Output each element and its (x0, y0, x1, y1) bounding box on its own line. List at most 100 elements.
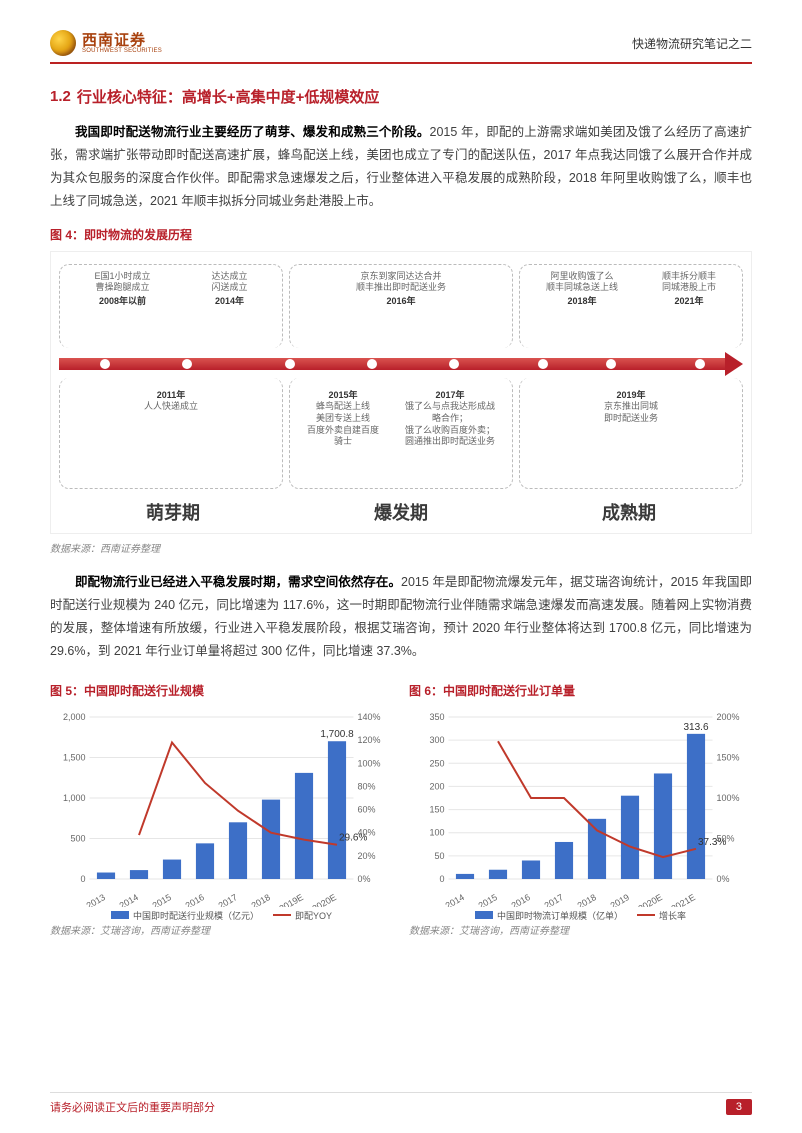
svg-text:100%: 100% (358, 758, 381, 768)
svg-text:120%: 120% (358, 735, 381, 745)
timeline-group-bottom: 2015年蜂鸟配送上线美团专送上线百度外卖自建百度骑士 2017年饿了么与点我达形… (289, 378, 513, 489)
phase-label: 萌芽期 (146, 499, 200, 525)
svg-text:2018: 2018 (250, 892, 272, 907)
footer-note: 请务必阅读正文后的重要声明部分 (50, 1099, 215, 1115)
svg-text:0%: 0% (717, 874, 730, 884)
svg-text:0: 0 (80, 874, 85, 884)
charts-row: 图 5：中国即时配送行业规模 05001,0001,5002,0000%20%4… (50, 676, 752, 953)
timeline-arrow (59, 352, 743, 374)
page-header: 西南证券 SOUTHWEST SECURITIES 快递物流研究笔记之二 (50, 30, 752, 64)
timeline-dot (100, 359, 110, 369)
svg-text:100: 100 (429, 827, 444, 837)
svg-text:2015: 2015 (477, 892, 499, 907)
timeline-event: 2015年蜂鸟配送上线美团专送上线百度外卖自建百度骑士 (307, 388, 379, 448)
svg-text:1,500: 1,500 (63, 752, 86, 762)
timeline-event: E国1小时成立曹操跑腿成立2008年以前 (94, 271, 150, 308)
svg-text:1,000: 1,000 (63, 793, 86, 803)
timeline-group-top: E国1小时成立曹操跑腿成立2008年以前 达达成立闪送成立2014年 (59, 264, 283, 348)
timeline-event: 京东到家同达达合并顺丰推出即时配送业务2016年 (356, 271, 446, 308)
timeline-group-top: 阿里收购饿了么顺丰同城急送上线2018年 顺丰拆分顺丰同城港股上市2021年 (519, 264, 743, 348)
svg-text:2020E: 2020E (310, 892, 338, 907)
figure-4-source: 数据来源：西南证券整理 (50, 540, 752, 555)
timeline-dot (367, 359, 377, 369)
chart-6-source: 数据来源：艾瑞咨询，西南证券整理 (409, 922, 752, 937)
svg-text:2015: 2015 (151, 892, 173, 907)
timeline-group-top: 京东到家同达达合并顺丰推出即时配送业务2016年 (289, 264, 513, 348)
chart-5: 05001,0001,5002,0000%20%40%60%80%100%120… (50, 707, 393, 907)
document-title: 快递物流研究笔记之二 (632, 35, 752, 52)
svg-text:2017: 2017 (543, 892, 565, 907)
section-heading: 1.2 行业核心特征：高增长+高集中度+低规模效应 (50, 86, 752, 107)
chart-5-legend: 中国即时配送行业规模（亿元） 即配YOY (50, 909, 393, 922)
paragraph-1-bold: 我国即时配送物流行业主要经历了萌芽、爆发和成熟三个阶段。 (75, 125, 430, 139)
chart-6-legend-line: 增长率 (659, 909, 686, 922)
svg-text:0%: 0% (358, 874, 371, 884)
chart-5-title: 图 5：中国即时配送行业规模 (50, 682, 393, 699)
svg-text:2013: 2013 (85, 892, 107, 907)
svg-text:2016: 2016 (510, 892, 532, 907)
svg-text:500: 500 (70, 833, 85, 843)
timeline-dot (538, 359, 548, 369)
phase-label: 成熟期 (602, 499, 656, 525)
timeline-dot (695, 359, 705, 369)
svg-text:2,000: 2,000 (63, 712, 86, 722)
svg-text:2014: 2014 (444, 892, 466, 907)
timeline-event: 达达成立闪送成立2014年 (211, 271, 247, 308)
svg-text:100%: 100% (717, 793, 740, 803)
chart-5-legend-bar: 中国即时配送行业规模（亿元） (133, 909, 259, 922)
paragraph-2: 即配物流行业已经进入平稳发展时期，需求空间依然存在。2015 年是即配物流爆发元… (50, 571, 752, 664)
timeline-event: 阿里收购饿了么顺丰同城急送上线2018年 (546, 271, 618, 308)
company-name-cn: 西南证券 (82, 33, 162, 48)
svg-text:37.3%: 37.3% (698, 836, 726, 847)
phase-label: 爆发期 (374, 499, 428, 525)
company-logo: 西南证券 SOUTHWEST SECURITIES (50, 30, 162, 56)
svg-text:20%: 20% (358, 850, 376, 860)
svg-text:250: 250 (429, 758, 444, 768)
svg-text:2021E: 2021E (669, 892, 697, 907)
timeline-event: 2017年饿了么与点我达形成战略合作；饿了么收购百度外卖；圆通推出即时配送业务 (405, 388, 495, 448)
timeline-event: 顺丰拆分顺丰同城港股上市2021年 (662, 271, 716, 308)
svg-text:150: 150 (429, 804, 444, 814)
page-footer: 请务必阅读正文后的重要声明部分 3 (50, 1092, 752, 1115)
chart-6: 0501001502002503003500%50%100%150%200%20… (409, 707, 752, 907)
svg-text:2019: 2019 (609, 892, 631, 907)
timeline-dot (449, 359, 459, 369)
timeline-dot (182, 359, 192, 369)
svg-text:2016: 2016 (184, 892, 206, 907)
timeline-event: 2011年人人快递成立 (144, 388, 198, 413)
svg-text:2019E: 2019E (277, 892, 305, 907)
timeline-group-bottom: 2011年人人快递成立 (59, 378, 283, 489)
svg-text:0: 0 (439, 874, 444, 884)
svg-text:350: 350 (429, 712, 444, 722)
svg-text:60%: 60% (358, 804, 376, 814)
company-name-en: SOUTHWEST SECURITIES (82, 48, 162, 54)
page-number: 3 (726, 1099, 752, 1115)
logo-icon (50, 30, 76, 56)
svg-text:2020E: 2020E (636, 892, 664, 907)
chart-5-source: 数据来源：艾瑞咨询，西南证券整理 (50, 922, 393, 937)
chart-6-title: 图 6：中国即时配送行业订单量 (409, 682, 752, 699)
timeline-group-bottom: 2019年京东推出同城即时配送业务 (519, 378, 743, 489)
svg-text:313.6: 313.6 (683, 721, 708, 732)
svg-text:80%: 80% (358, 781, 376, 791)
timeline-dot (285, 359, 295, 369)
paragraph-1: 我国即时配送物流行业主要经历了萌芽、爆发和成熟三个阶段。2015 年，即配的上游… (50, 121, 752, 214)
svg-text:29.6%: 29.6% (339, 832, 367, 843)
logo-text: 西南证券 SOUTHWEST SECURITIES (82, 33, 162, 54)
section-title: 行业核心特征：高增长+高集中度+低规模效应 (77, 86, 380, 107)
figure-4-title: 图 4：即时物流的发展历程 (50, 226, 752, 243)
svg-text:1,700.8: 1,700.8 (320, 729, 354, 740)
svg-text:2014: 2014 (118, 892, 140, 907)
svg-text:200%: 200% (717, 712, 740, 722)
figure-4-timeline: E国1小时成立曹操跑腿成立2008年以前 达达成立闪送成立2014年 京东到家同达达… (50, 251, 752, 535)
chart-6-legend-bar: 中国即时物流订单规模（亿单） (497, 909, 623, 922)
svg-text:2017: 2017 (217, 892, 239, 907)
timeline-dot (606, 359, 616, 369)
chart-6-legend: 中国即时物流订单规模（亿单） 增长率 (409, 909, 752, 922)
svg-text:2018: 2018 (576, 892, 598, 907)
section-number: 1.2 (50, 88, 71, 105)
svg-text:200: 200 (429, 781, 444, 791)
chart-5-legend-line: 即配YOY (295, 909, 332, 922)
svg-text:140%: 140% (358, 712, 381, 722)
timeline-event: 2019年京东推出同城即时配送业务 (604, 388, 658, 425)
